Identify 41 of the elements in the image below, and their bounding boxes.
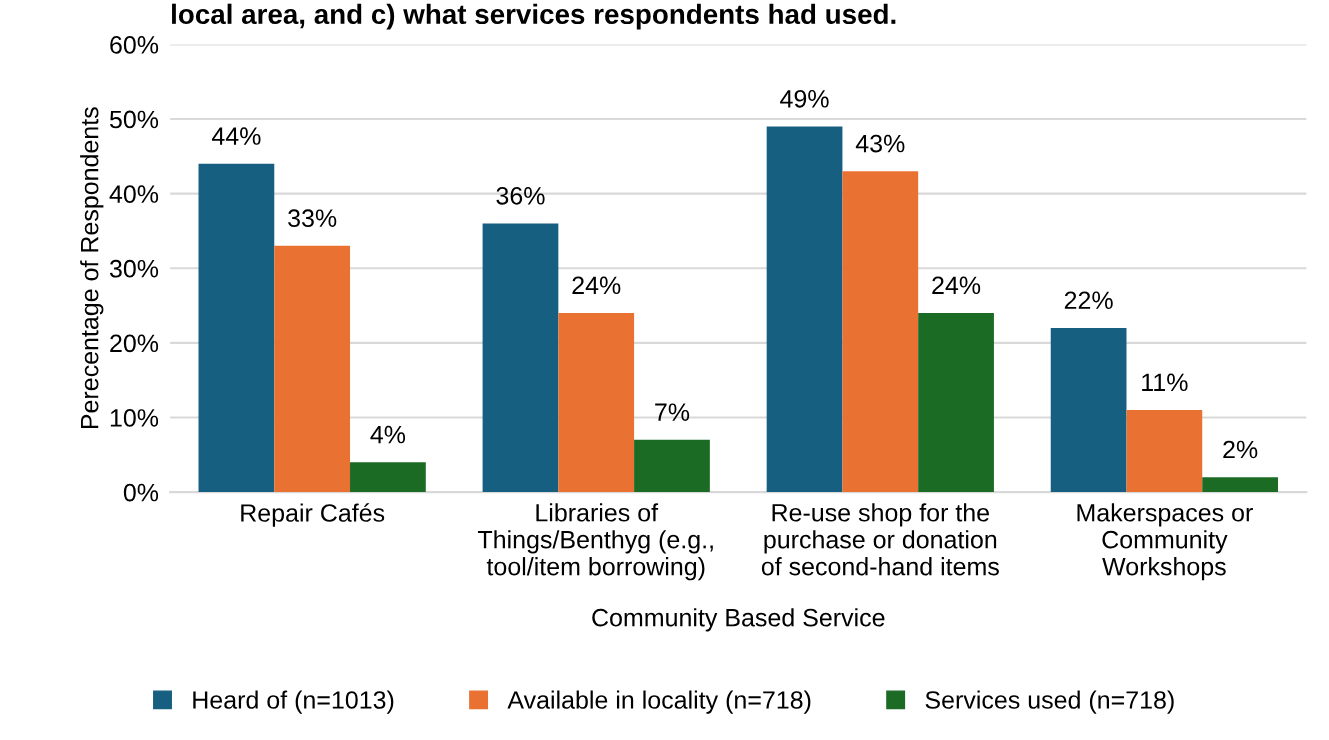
data-label: 4% bbox=[370, 425, 406, 444]
bar bbox=[558, 313, 635, 493]
y-tick-label: 0% bbox=[123, 483, 159, 502]
x-tick-label: Repair Cafés bbox=[241, 503, 385, 527]
y-tick-label: 30% bbox=[109, 259, 159, 278]
bar bbox=[918, 313, 994, 493]
y-tick-label: 20% bbox=[110, 334, 159, 353]
bar bbox=[1050, 327, 1127, 493]
y-tick-label: 50% bbox=[109, 110, 159, 129]
bar bbox=[842, 171, 919, 493]
legend-label: Available in locality (n=718) bbox=[507, 690, 811, 714]
data-label: 24% bbox=[932, 276, 981, 295]
data-label: 24% bbox=[572, 276, 621, 295]
data-label: 36% bbox=[496, 186, 545, 205]
y-axis-title: Perecentage of Respondents bbox=[80, 107, 104, 429]
bar bbox=[482, 223, 559, 493]
bar bbox=[766, 126, 843, 493]
x-tick-label: Libraries of Things/Benthyg (e.g., tool/item borrowing) bbox=[477, 503, 713, 581]
x-tick-label: Re-use shop for the purchase or donation of second-hand items bbox=[761, 503, 999, 576]
data-label: 49% bbox=[780, 89, 829, 108]
x-tick-label: Makerspaces or Community Workshops bbox=[1077, 503, 1253, 581]
data-label: 2% bbox=[1223, 440, 1258, 459]
bar bbox=[1202, 477, 1278, 493]
legend-label: Services used (n=718) bbox=[925, 690, 1174, 714]
data-label: 43% bbox=[855, 134, 905, 153]
y-tick-label: 40% bbox=[109, 185, 159, 203]
bar bbox=[274, 245, 351, 493]
data-label: 33% bbox=[288, 209, 337, 228]
data-label: 22% bbox=[1064, 291, 1113, 310]
bar bbox=[350, 462, 426, 493]
x-axis-title: Community Based Service bbox=[592, 608, 885, 632]
legend-label: Heard of (n=1013) bbox=[193, 690, 394, 714]
bar bbox=[198, 163, 275, 493]
y-tick-label: 10% bbox=[110, 409, 159, 427]
data-label: 7% bbox=[655, 403, 690, 421]
y-tick-label: 60% bbox=[110, 36, 159, 54]
data-label: 11% bbox=[1142, 373, 1188, 392]
data-label: 44% bbox=[211, 127, 261, 145]
chart-title: local area, and c) what services respondents had used. bbox=[172, 3, 896, 30]
bar bbox=[634, 439, 710, 493]
bar bbox=[1126, 410, 1203, 493]
